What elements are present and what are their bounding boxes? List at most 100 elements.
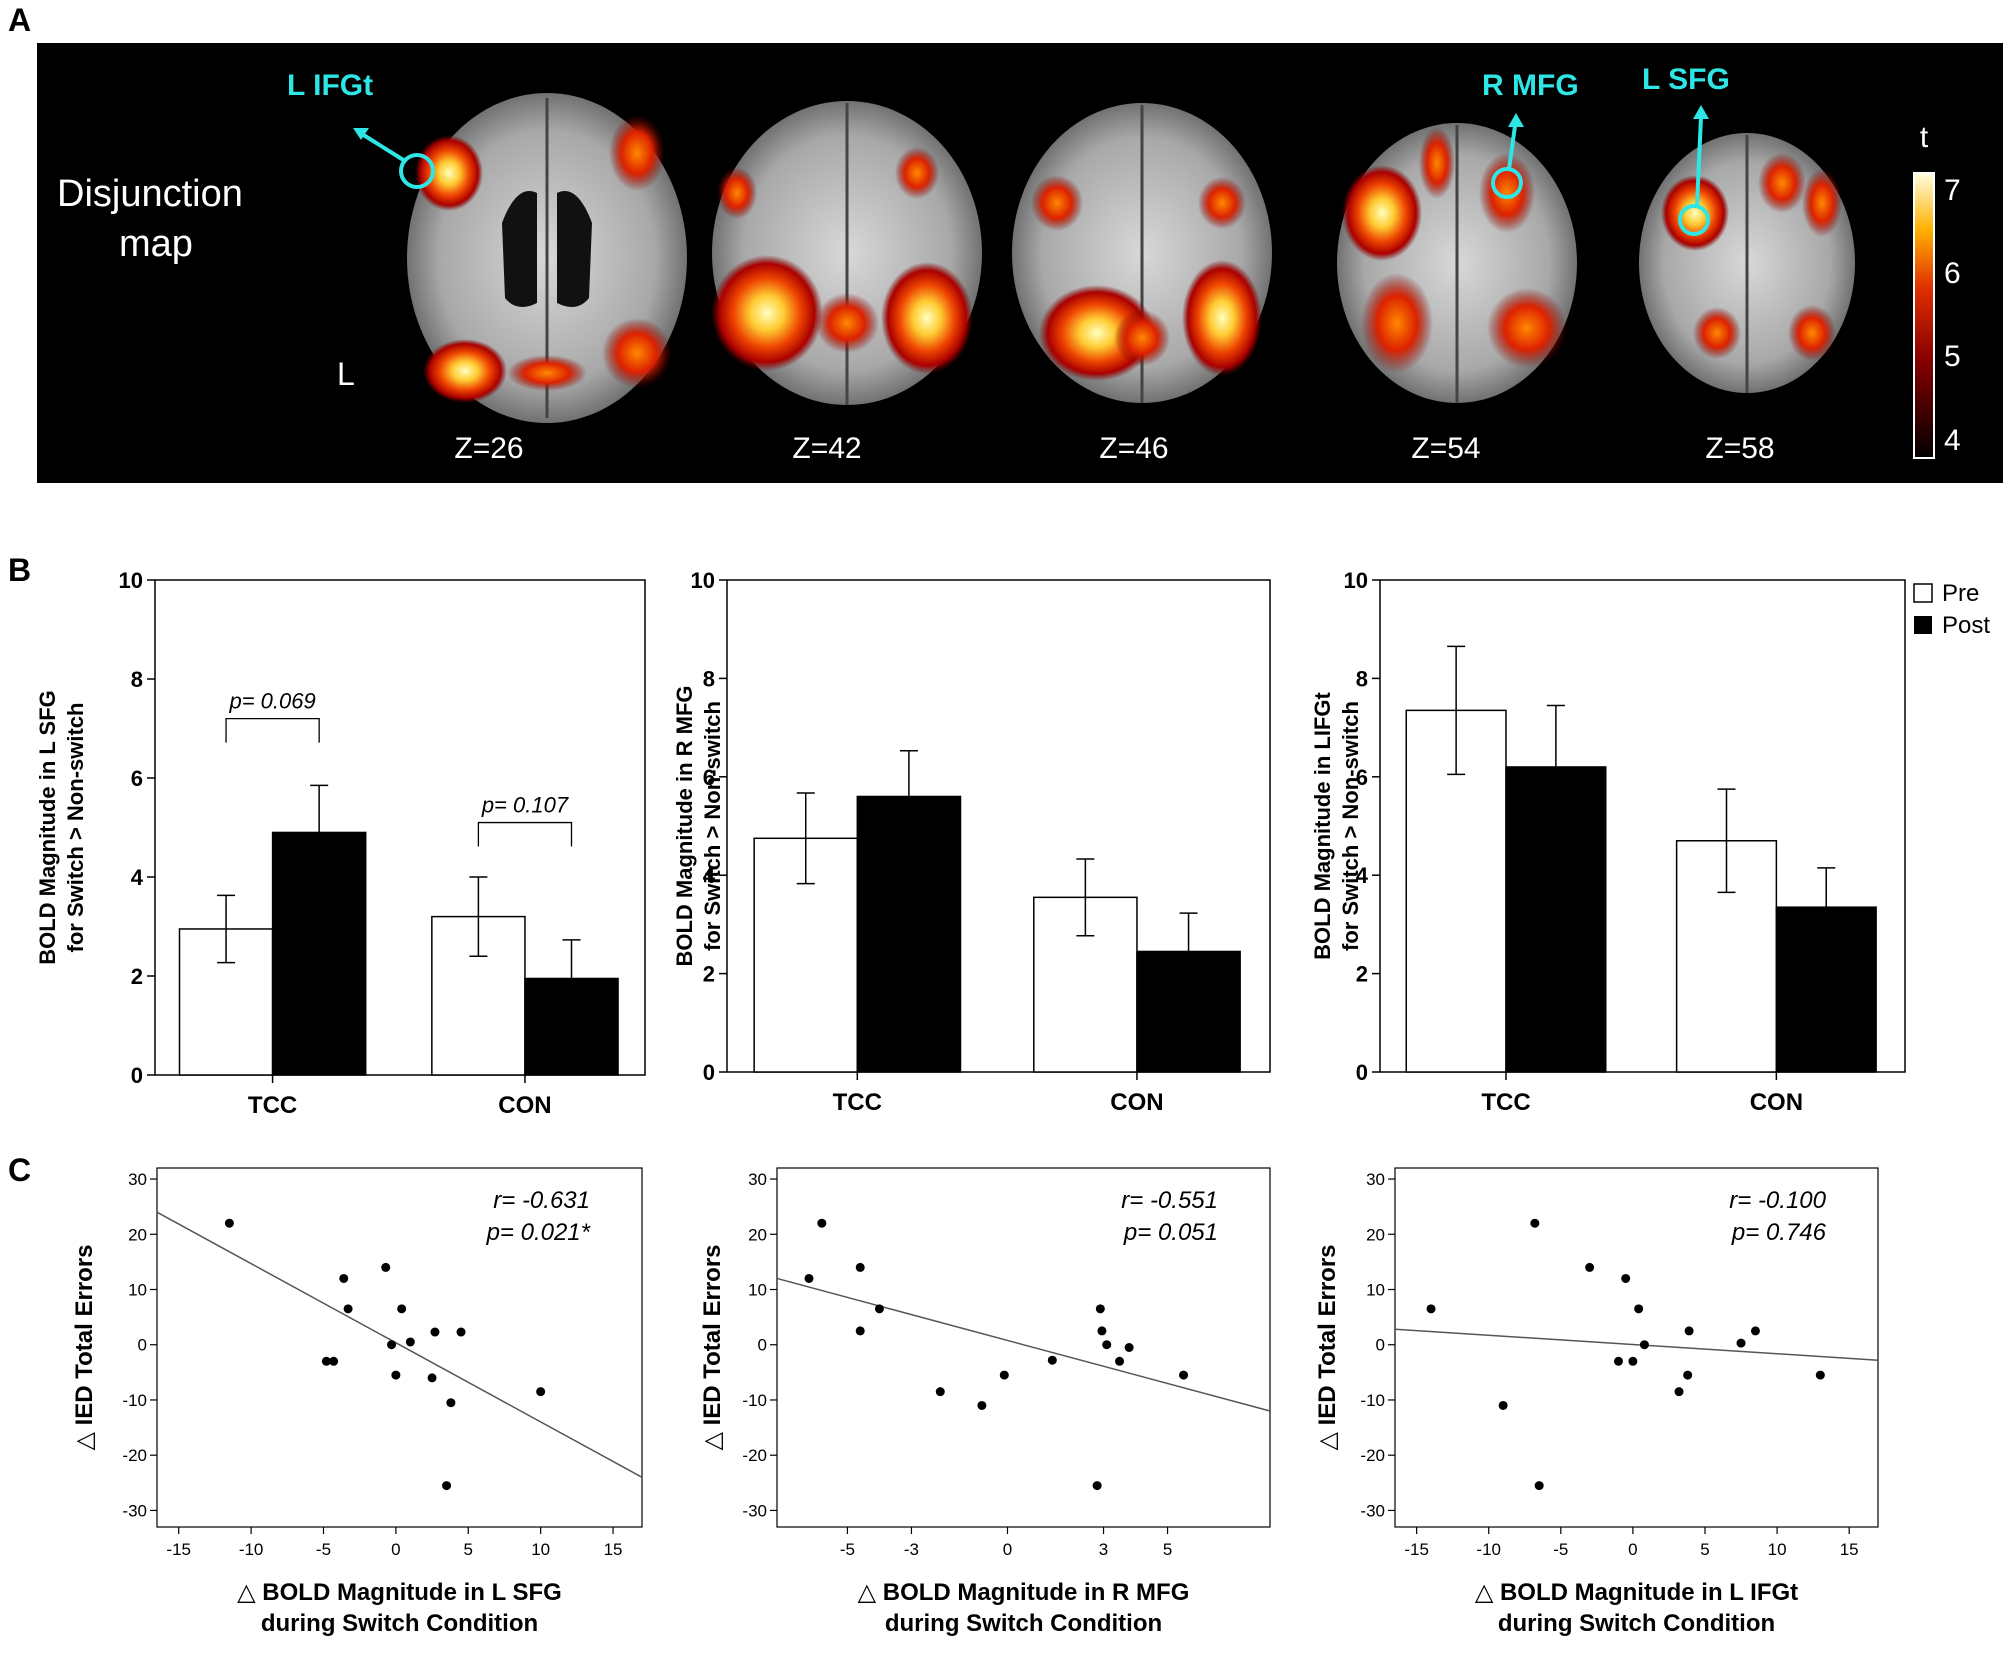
y-tick-label: 0 <box>1356 1060 1368 1085</box>
data-point <box>1621 1273 1631 1283</box>
y-tick-label: 20 <box>748 1225 767 1244</box>
y-tick-label: 10 <box>691 568 715 593</box>
y-tick-label: 4 <box>131 865 144 890</box>
y-tick-label: 2 <box>703 962 715 987</box>
plot-frame <box>1379 579 1906 1073</box>
y-tick-label: 0 <box>131 1063 143 1088</box>
significance-bracket <box>225 717 320 743</box>
plot-frame <box>156 1167 643 1528</box>
data-point <box>329 1356 339 1366</box>
data-point <box>1530 1218 1540 1228</box>
data-point <box>1736 1338 1746 1348</box>
colorbar-tick-4: 4 <box>1944 424 1961 457</box>
y-tick-label: 30 <box>748 1170 767 1189</box>
x-axis-label-line2: during Switch Condition <box>1498 1610 1775 1637</box>
data-point <box>855 1326 865 1336</box>
data-point <box>999 1370 1009 1380</box>
data-point <box>1179 1370 1189 1380</box>
x-tick-label: -5 <box>840 1540 855 1559</box>
plot-frame <box>776 1167 1271 1528</box>
error-bar-post <box>1546 704 1565 830</box>
y-tick-label: 8 <box>131 667 143 692</box>
bar-post <box>1136 950 1241 1073</box>
bar-chart-l-sfg: 0 2 4 6 8 10 BOLD Magnitude in L SFG for Switch… <box>35 568 646 1119</box>
x-axis-label-line2: during Switch Condition <box>885 1610 1162 1637</box>
y-tick-label: -20 <box>122 1446 147 1465</box>
y-tick-label: 30 <box>128 1170 147 1189</box>
data-point <box>1684 1326 1694 1336</box>
y-tick-label: 0 <box>138 1336 147 1355</box>
data-point <box>1613 1356 1623 1366</box>
brain-slices-figure: Disjunction map L L IFGt Z=26 <box>57 63 1961 465</box>
x-axis-label-line1: △ BOLD Magnitude in L SFG <box>237 1579 562 1606</box>
disjunction-map-panel: Disjunction map L L IFGt Z=26 <box>37 43 2003 483</box>
y-tick-label: -20 <box>742 1446 767 1465</box>
slice-label-z26: Z=26 <box>454 432 523 465</box>
y-tick-label: 10 <box>748 1281 767 1300</box>
brain-slice-z26 <box>353 93 687 423</box>
data-point <box>1534 1481 1544 1491</box>
y-tick-label: -10 <box>742 1391 767 1410</box>
error-bar-post <box>310 784 329 881</box>
y-tick-label: -20 <box>1360 1446 1385 1465</box>
data-point <box>397 1304 407 1314</box>
x-tick-label: 10 <box>531 1540 550 1559</box>
data-point <box>1750 1326 1760 1336</box>
y-tick-label: 2 <box>1356 962 1368 987</box>
x-tick-label: -10 <box>1476 1540 1501 1559</box>
error-bar-pre <box>469 876 488 957</box>
data-point <box>855 1262 865 1272</box>
data-point <box>1102 1340 1112 1350</box>
roi-label-r-mfg: R MFG <box>1482 69 1579 102</box>
error-bar-post <box>899 749 918 843</box>
y-axis-label-line1: BOLD Magnitude in R MFG <box>672 685 697 966</box>
panel-a-label: A <box>8 2 32 38</box>
x-tick-label: -5 <box>1553 1540 1568 1559</box>
stat-p-value: p= 0.746 <box>1731 1219 1827 1246</box>
y-tick-label: 10 <box>128 1281 147 1300</box>
legend-post-swatch <box>1914 616 1932 634</box>
data-point <box>391 1370 401 1380</box>
error-bar-pre <box>1447 645 1466 776</box>
data-point <box>405 1337 415 1347</box>
data-point <box>1585 1262 1595 1272</box>
data-point <box>427 1373 437 1383</box>
error-bar-pre <box>1717 788 1736 894</box>
data-point <box>817 1218 827 1228</box>
p-value-annotation: p= 0.069 <box>228 689 315 714</box>
x-category-label: TCC <box>833 1089 882 1116</box>
y-tick-label: 0 <box>758 1336 767 1355</box>
y-tick-label: -30 <box>742 1501 767 1520</box>
plot-frame <box>154 579 646 1076</box>
data-point <box>804 1273 814 1283</box>
x-tick-label: 0 <box>1628 1540 1637 1559</box>
x-tick-label: 5 <box>1163 1540 1172 1559</box>
x-tick-label: -5 <box>316 1540 331 1559</box>
bar-chart-r-mfg: 0 2 4 6 8 10 BOLD Magnitude in R MFG for Switch… <box>672 568 1271 1116</box>
data-point <box>1634 1304 1644 1314</box>
error-bar-pre <box>217 894 236 964</box>
data-point <box>1115 1356 1125 1366</box>
data-point <box>387 1340 397 1350</box>
x-category-label: TCC <box>1481 1089 1530 1116</box>
regression-line <box>1394 1328 1879 1361</box>
x-tick-label: -3 <box>904 1540 919 1559</box>
colorbar-tick-5: 5 <box>1944 340 1961 373</box>
y-axis-label: △ IED Total Errors <box>71 1244 98 1450</box>
brain-slice-z46 <box>1012 103 1272 403</box>
data-point <box>874 1304 884 1314</box>
x-tick-label: 10 <box>1768 1540 1787 1559</box>
y-tick-label: 8 <box>1356 666 1368 691</box>
bracket-line <box>477 821 573 847</box>
y-axis-label-line1: BOLD Magnitude in LIFGt <box>1310 692 1335 960</box>
regression-line <box>776 1277 1271 1412</box>
slice-label-z42: Z=42 <box>792 432 861 465</box>
bar-post <box>1505 766 1607 1073</box>
data-point <box>430 1327 440 1337</box>
data-point <box>1095 1304 1105 1314</box>
y-tick-label: 10 <box>1344 568 1368 593</box>
roi-label-l-sfg: L SFG <box>1642 63 1730 96</box>
legend-pre-label: Pre <box>1942 580 1979 607</box>
p-value-annotation: p= 0.107 <box>481 793 569 818</box>
data-point <box>1097 1326 1107 1336</box>
